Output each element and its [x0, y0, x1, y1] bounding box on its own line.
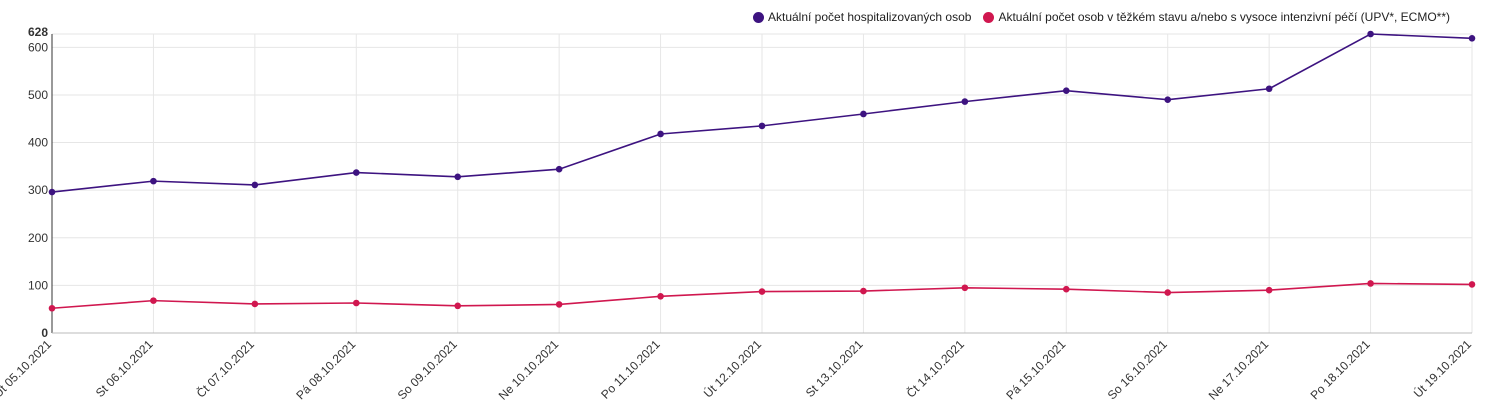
legend-swatch-severe — [983, 11, 995, 23]
data-point-1 — [352, 299, 360, 307]
data-point-1 — [1468, 281, 1476, 288]
data-point-0 — [454, 173, 462, 181]
data-point-1 — [1164, 289, 1172, 296]
x-tick-label: Út 05.10.2021 — [0, 336, 54, 400]
series-layer — [48, 30, 1476, 312]
data-point-0 — [1265, 85, 1273, 93]
legend-label-hospitalized: Aktuální počet hospitalizovaných osob — [767, 10, 972, 24]
data-point-0 — [352, 169, 360, 176]
data-point-1 — [1062, 285, 1070, 293]
y-tick-label: 0 — [41, 326, 48, 340]
x-tick-label: So 16.10.2021 — [1105, 337, 1170, 402]
x-tick-label: St 13.10.2021 — [803, 337, 866, 400]
y-tick-label: 600 — [28, 40, 48, 54]
x-tick-label: Čt 07.10.2021 — [193, 336, 257, 400]
data-point-0 — [555, 165, 563, 173]
legend-swatch-hospitalized — [752, 11, 764, 23]
y-tick-label: 100 — [28, 278, 48, 292]
data-point-0 — [1367, 30, 1374, 38]
data-point-1 — [758, 288, 766, 295]
x-tick-label: St 06.10.2021 — [93, 337, 156, 400]
data-point-1 — [251, 300, 259, 308]
legend-item-severe[interactable]: Aktuální počet osob v těžkém stavu a/neb… — [983, 10, 1450, 24]
y-tick-label: 300 — [28, 183, 48, 197]
y-tick-label: 400 — [28, 136, 48, 150]
data-point-0 — [251, 181, 259, 189]
axis-layer — [51, 34, 1472, 334]
data-point-0 — [961, 98, 969, 105]
data-point-1 — [454, 302, 462, 310]
data-point-0 — [1062, 87, 1070, 94]
y-tick-label: 628 — [28, 25, 48, 39]
legend-item-hospitalized[interactable]: Aktuální počet hospitalizovaných osob — [752, 10, 972, 24]
data-point-1 — [657, 293, 664, 300]
data-point-1 — [1265, 286, 1273, 294]
x-tick-label: Pá 08.10.2021 — [293, 337, 358, 402]
legend-label-severe: Aktuální počet osob v těžkém stavu a/neb… — [998, 10, 1450, 24]
data-point-1 — [555, 301, 563, 308]
data-point-0 — [1468, 34, 1476, 42]
data-point-0 — [657, 130, 664, 138]
data-point-0 — [150, 177, 157, 185]
x-tick-label: Ne 17.10.2021 — [1206, 337, 1272, 403]
data-point-0 — [48, 188, 56, 196]
data-point-1 — [1367, 280, 1374, 287]
data-point-0 — [758, 122, 766, 130]
y-tick-label: 200 — [28, 231, 48, 245]
data-point-1 — [860, 287, 867, 295]
data-point-0 — [1164, 96, 1172, 104]
x-tick-label: Po 18.10.2021 — [1308, 337, 1373, 402]
data-point-1 — [961, 284, 969, 292]
data-point-0 — [860, 110, 867, 118]
x-tick-label: Út 12.10.2021 — [700, 336, 764, 400]
x-tick-label: Út 19.10.2021 — [1410, 336, 1474, 400]
x-tick-label: So 09.10.2021 — [395, 337, 460, 402]
chart-legend: Aktuální počet hospitalizovaných osob Ak… — [752, 10, 1450, 24]
y-tick-label: 500 — [28, 88, 48, 102]
x-tick-label: Čt 14.10.2021 — [903, 336, 967, 400]
data-point-1 — [48, 304, 56, 312]
x-tick-label: Po 11.10.2021 — [598, 337, 663, 402]
data-point-1 — [150, 297, 157, 304]
x-tick-label: Pá 15.10.2021 — [1003, 337, 1068, 402]
x-tick-label: Ne 10.10.2021 — [496, 337, 562, 403]
